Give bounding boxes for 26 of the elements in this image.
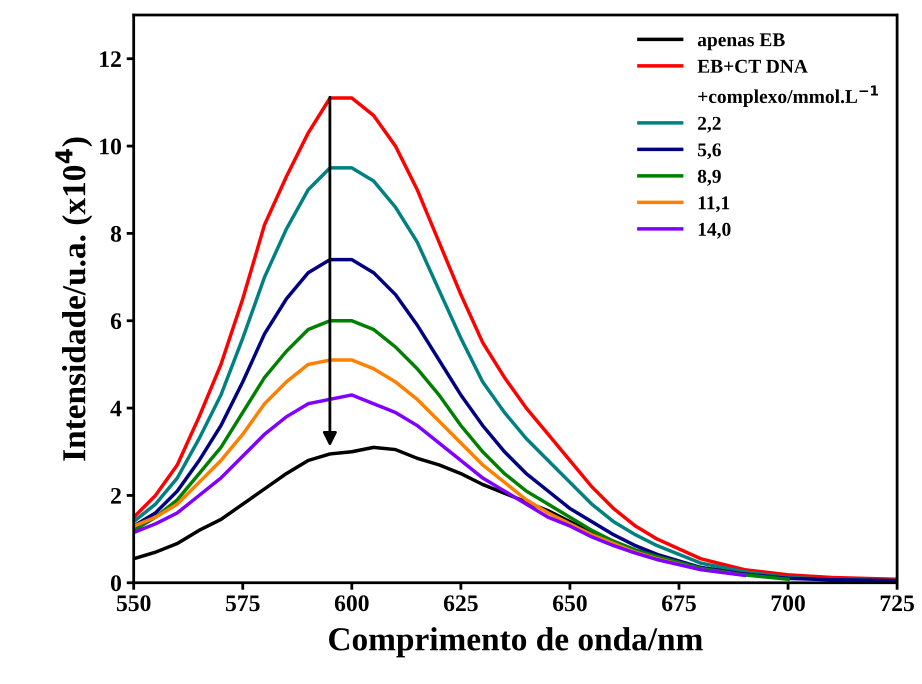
x-tick-label: 650	[553, 595, 587, 612]
legend-label: 5,6	[698, 143, 721, 160]
y-tick-label: 4	[110, 400, 122, 416]
legend-title: +complexo/mmol.L$^{−1}$	[698, 86, 878, 108]
y-tick-label: 6	[110, 313, 122, 330]
x-axis-title: Comprimento de onda/nm	[329, 627, 703, 658]
y-tick-label: 0	[110, 575, 121, 592]
y-axis-title: Intensidade/u.a. (x10$^{4}$)	[55, 138, 92, 461]
x-tick-label: 600	[334, 595, 369, 612]
y-tick-label: 12	[100, 51, 121, 67]
line-series	[134, 393, 746, 578]
y-tick-label: 10	[100, 138, 121, 154]
x-tick-label: 625	[444, 595, 478, 612]
legend-label: 2,2	[698, 116, 721, 133]
x-tick-label: 550	[116, 595, 150, 612]
legend-label: 14,0	[698, 222, 731, 239]
legend-label: 8,9	[698, 170, 721, 186]
legend-label: apenas EB	[698, 33, 785, 50]
x-tick-label: 675	[662, 595, 696, 612]
legend-label: 11,1	[698, 196, 730, 212]
y-tick-label: 2	[111, 488, 121, 504]
x-tick-label: 725	[880, 595, 914, 612]
x-tick-label: 575	[226, 595, 260, 612]
legend-label: EB+CT DNA	[698, 60, 808, 73]
y-tick-label: 8	[110, 226, 122, 242]
x-tick-label: 700	[772, 595, 805, 612]
